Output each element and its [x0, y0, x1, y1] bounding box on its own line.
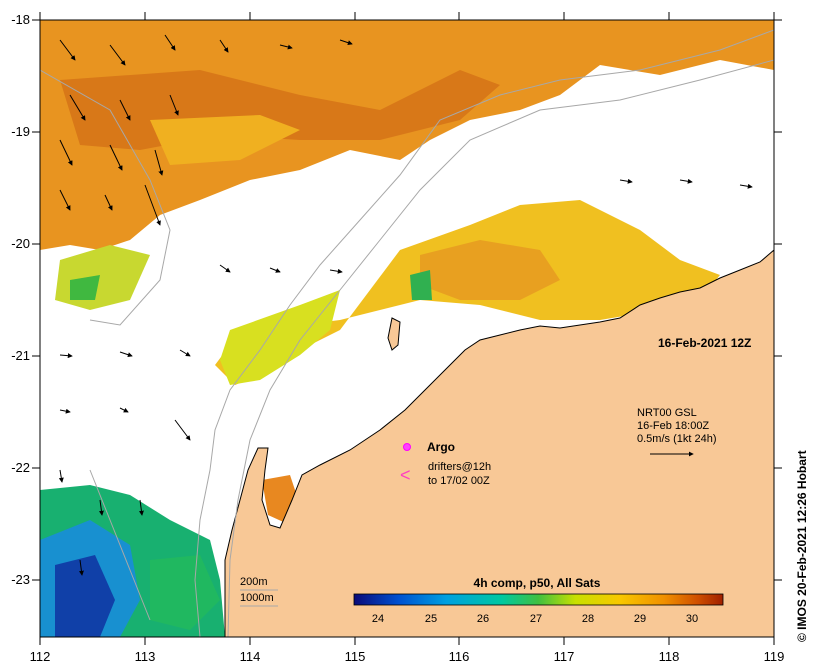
land [224, 249, 774, 637]
svg-text:-21: -21 [11, 348, 30, 363]
x-tick-labels: 112 113 114 115 116 117 118 119 [30, 649, 785, 664]
svg-text:-20: -20 [11, 236, 30, 251]
isobath-200-label: 200m [240, 576, 268, 588]
svg-text:115: 115 [345, 649, 366, 664]
svg-text:-19: -19 [11, 124, 30, 139]
island [387, 317, 401, 351]
svg-text:24: 24 [372, 613, 384, 625]
svg-text:119: 119 [764, 649, 785, 664]
credit-label: © IMOS 20-Feb-2021 12:26 Hobart [795, 450, 809, 642]
colorbar-ticks: 24 25 26 27 28 29 30 [372, 613, 698, 625]
sst-field [40, 20, 774, 637]
svg-text:25: 25 [425, 613, 437, 625]
svg-text:117: 117 [554, 649, 575, 664]
argo-marker-icon [403, 443, 411, 451]
current-vectors [58, 34, 753, 576]
svg-text:-18: -18 [11, 12, 30, 27]
y-axis [32, 19, 782, 581]
svg-text:112: 112 [30, 649, 51, 664]
drifters-label-2: to 17/02 00Z [428, 475, 490, 487]
argo-label: Argo [427, 440, 455, 454]
plot-frame [39, 19, 775, 638]
svg-text:29: 29 [634, 613, 646, 625]
svg-text:113: 113 [135, 649, 156, 664]
colorbar-title: 4h comp, p50, All Sats [474, 576, 601, 590]
drifters-symbol-icon: < [400, 465, 411, 485]
y-tick-labels: -18 -19 -20 -21 -22 -23 [11, 12, 30, 587]
drifters-label: drifters@12h [428, 461, 491, 473]
svg-text:-23: -23 [11, 572, 30, 587]
isobath-1000-label: 1000m [240, 592, 274, 604]
x-axis [39, 12, 775, 645]
svg-text:27: 27 [530, 613, 542, 625]
svg-text:-22: -22 [11, 460, 30, 475]
isobaths [40, 29, 774, 637]
colorbar [353, 593, 724, 606]
svg-text:30: 30 [686, 613, 698, 625]
svg-text:26: 26 [477, 613, 489, 625]
date-label: 16-Feb-2021 12Z [658, 336, 751, 350]
svg-text:28: 28 [582, 613, 594, 625]
current-source-label: NRT00 GSL [637, 407, 697, 419]
current-scale-label: 0.5m/s (1kt 24h) [637, 433, 716, 445]
svg-text:116: 116 [449, 649, 470, 664]
current-time-label: 16-Feb 18:00Z [637, 420, 709, 432]
svg-text:114: 114 [240, 649, 261, 664]
svg-text:118: 118 [659, 649, 680, 664]
